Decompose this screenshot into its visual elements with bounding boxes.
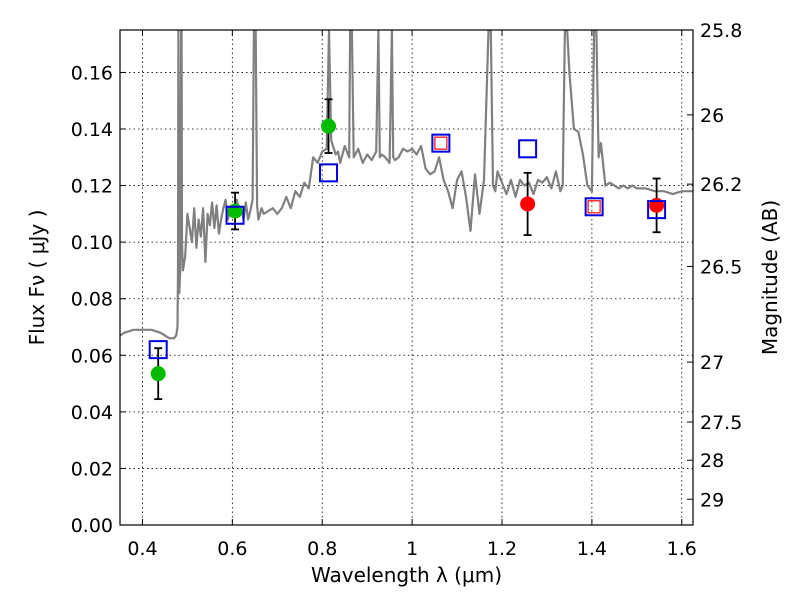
- x-tick-label: 0.8: [307, 538, 337, 560]
- blue-square-marker: [584, 197, 604, 217]
- green-point-marker: [150, 366, 166, 382]
- blue-square-marker: [518, 139, 538, 159]
- blue-square-marker: [431, 133, 451, 153]
- y2-tick-label: 25.8: [700, 20, 742, 42]
- y2-tick-label: 26: [700, 105, 724, 127]
- red-point-marker: [520, 196, 536, 212]
- y2-tick-label: 27: [700, 352, 724, 374]
- y-tick-label: 0.04: [71, 402, 113, 424]
- x-tick-label: 0.6: [217, 538, 247, 560]
- y-tick-label: 0.06: [71, 345, 113, 367]
- photometry-markers: [148, 98, 667, 401]
- y2-tick-label: 26.2: [700, 174, 742, 196]
- blue-square-marker: [225, 205, 245, 225]
- x-tick-label: 1: [406, 538, 418, 560]
- x-tick-label: 1.2: [487, 538, 517, 560]
- plot-frame: [119, 29, 694, 526]
- axis-ticks: 0.4 0.6 0.8 1 1.2 1.4 1.6 0.00 0.02 0.04 0.06 0.08 0…: [71, 20, 743, 560]
- red-square-marker: [434, 136, 448, 150]
- y-tick-label: 0.14: [71, 119, 113, 141]
- x-tick-label: 1.4: [577, 538, 607, 560]
- y-tick-label: 0.12: [71, 176, 113, 198]
- grid-lines: [120, 30, 693, 525]
- blue-square-marker: [148, 340, 168, 360]
- y-tick-label: 0.16: [71, 62, 113, 84]
- y2-axis-label: Magnitude (AB): [758, 200, 782, 355]
- y2-tick-label: 28: [700, 450, 724, 472]
- x-tick-label: 1.6: [667, 538, 697, 560]
- x-axis-label: Wavelength λ (μm): [311, 563, 502, 587]
- y2-tick-label: 26.5: [700, 256, 742, 278]
- y2-tick-label: 29: [700, 489, 724, 511]
- y-axis-label: Flux Fν ( μJy ): [25, 210, 49, 346]
- y-tick-label: 0.10: [71, 232, 113, 254]
- y-tick-label: 0.08: [71, 289, 113, 311]
- blue-square-marker: [647, 200, 667, 220]
- y2-tick-label: 27.5: [700, 412, 742, 434]
- x-tick-label: 0.4: [127, 538, 157, 560]
- y-tick-label: 0.02: [71, 458, 113, 480]
- red-square-marker: [587, 200, 601, 214]
- blue-square-marker: [319, 163, 339, 183]
- green-point-marker: [321, 118, 337, 134]
- axis-labels: Wavelength λ (μm) Flux Fν ( μJy ) Magnit…: [25, 200, 782, 587]
- spectrum-line: [120, 30, 693, 340]
- spectrum-series: [120, 30, 693, 340]
- y-tick-label: 0.00: [71, 515, 113, 537]
